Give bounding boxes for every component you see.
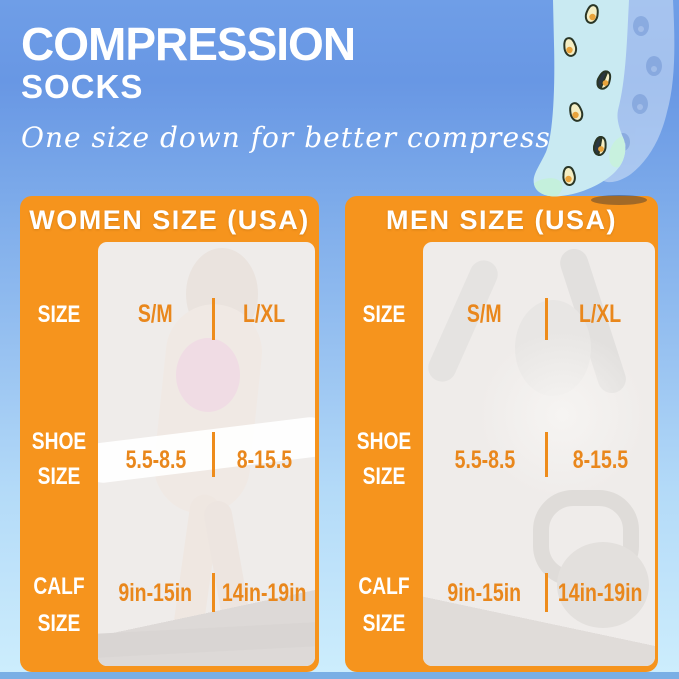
row-label-size: SIZE bbox=[37, 301, 81, 328]
men-size-lxl: L/XL bbox=[579, 299, 622, 328]
column-divider bbox=[544, 432, 548, 477]
men-size-row: S/M L/XL bbox=[423, 292, 655, 336]
sock-shadow bbox=[591, 195, 647, 205]
women-calf-lxl: 14in-19in bbox=[221, 578, 307, 607]
panel-title-men: MEN SIZE (USA) bbox=[385, 204, 617, 235]
column-divider bbox=[544, 573, 548, 612]
avocado-pits bbox=[565, 13, 609, 183]
row-label-shoe-size: SHOE SIZE bbox=[356, 428, 412, 490]
women-calf-sm: 9in-15in bbox=[118, 578, 193, 607]
row-label-shoe-size: SHOE SIZE bbox=[31, 428, 87, 490]
women-size-sm: S/M bbox=[138, 299, 173, 328]
column-divider bbox=[212, 432, 215, 477]
panel-title-women: WOMEN SIZE (USA) bbox=[29, 204, 310, 235]
column-divider bbox=[212, 298, 215, 340]
page-subtitle: SOCKS bbox=[21, 68, 144, 105]
women-shoe-row: 5.5-8.5 8-15.5 bbox=[98, 438, 315, 482]
row-label-calf-size: CALF SIZE bbox=[358, 573, 410, 637]
size-panel-men: MEN SIZE (USA) SIZE SHOE SIZE CALF SIZE bbox=[345, 196, 658, 672]
women-size-row: S/M L/XL bbox=[98, 292, 315, 336]
women-size-lxl: L/XL bbox=[242, 299, 286, 328]
women-shoe-sm: 5.5-8.5 bbox=[125, 445, 186, 474]
men-calf-sm: 9in-15in bbox=[447, 578, 522, 607]
avocado-sock-illustration-icon bbox=[533, 0, 675, 205]
column-divider bbox=[212, 573, 215, 612]
men-calf-lxl: 14in-19in bbox=[558, 578, 643, 607]
page-title: COMPRESSION bbox=[21, 18, 356, 70]
row-label-size: SIZE bbox=[362, 301, 406, 328]
men-shoe-sm: 5.5-8.5 bbox=[454, 445, 515, 474]
women-row-labels: SIZE SHOE SIZE CALF SIZE bbox=[20, 196, 98, 672]
men-photo-card: S/M L/XL 5.5-8.5 8-15.5 9in-15in 14in-19… bbox=[423, 242, 655, 666]
bottom-edge-strip bbox=[0, 672, 679, 679]
title-block: COMPRESSION SOCKS One size down for bett… bbox=[21, 20, 598, 155]
women-shoe-lxl: 8-15.5 bbox=[236, 445, 292, 474]
men-shoe-lxl: 8-15.5 bbox=[572, 445, 629, 474]
men-size-sm: S/M bbox=[467, 299, 502, 328]
men-calf-row: 9in-15in 14in-19in bbox=[423, 571, 655, 615]
column-divider bbox=[544, 298, 548, 340]
men-row-labels: SIZE SHOE SIZE CALF SIZE bbox=[345, 196, 423, 672]
tagline-text: One size down for better compression bbox=[21, 121, 598, 154]
men-shoe-row: 5.5-8.5 8-15.5 bbox=[423, 438, 655, 482]
size-panel-women: WOMEN SIZE (USA) SIZE SHOE SIZE CALF SIZ… bbox=[20, 196, 319, 672]
women-calf-row: 9in-15in 14in-19in bbox=[98, 571, 315, 615]
row-label-calf-size: CALF SIZE bbox=[33, 573, 85, 637]
women-photo-card: S/M L/XL 5.5-8.5 8-15.5 9in-15in 14in-19… bbox=[98, 242, 315, 666]
